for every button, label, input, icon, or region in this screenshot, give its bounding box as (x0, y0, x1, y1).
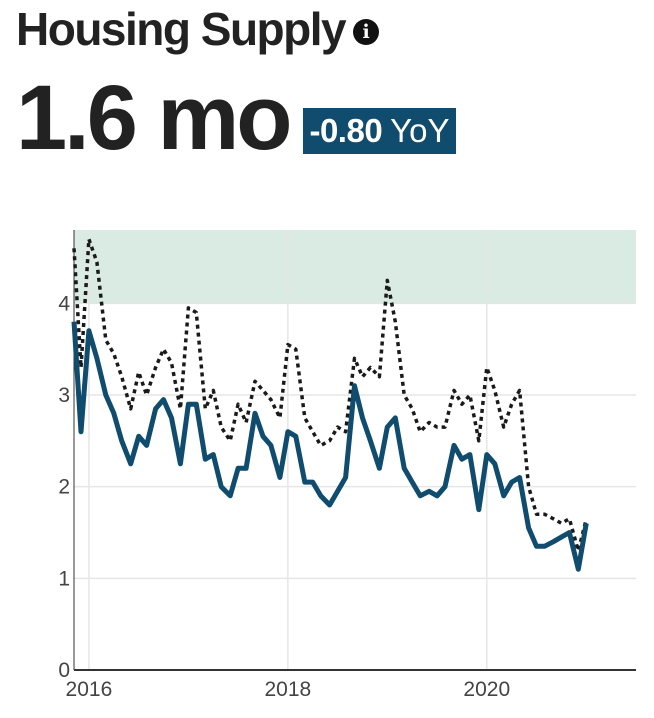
x-tick-label: 2018 (264, 678, 311, 701)
yoy-badge: -0.80 YoY (303, 108, 456, 154)
x-tick-label: 2016 (66, 678, 113, 701)
y-tick-label: 3 (58, 384, 70, 407)
metric-value: 1.6 mo (16, 67, 292, 169)
yoy-suffix: YoY (390, 112, 450, 149)
value-row: 1.6 mo -0.80 YoY (16, 72, 636, 164)
shaded-band (74, 230, 636, 304)
series-line-solid (71, 321, 589, 572)
x-tick-label: 2020 (463, 678, 510, 701)
series-line-dotted (72, 237, 588, 553)
title-row: Housing Supply i (16, 0, 636, 58)
info-icon[interactable]: i (353, 19, 380, 45)
y-tick-label: 4 (58, 292, 70, 315)
y-tick-label: 1 (58, 567, 70, 590)
page-title: Housing Supply (16, 3, 347, 55)
supply-line-chart: 0 1 2 3 4 2016 2018 2020 (58, 230, 636, 701)
yoy-value: -0.80 (309, 112, 383, 149)
y-tick-label: 2 (58, 476, 70, 499)
y-tick-label: 0 (58, 659, 70, 682)
metric-header: Housing Supply i 1.6 mo -0.80 YoY (16, 0, 636, 164)
